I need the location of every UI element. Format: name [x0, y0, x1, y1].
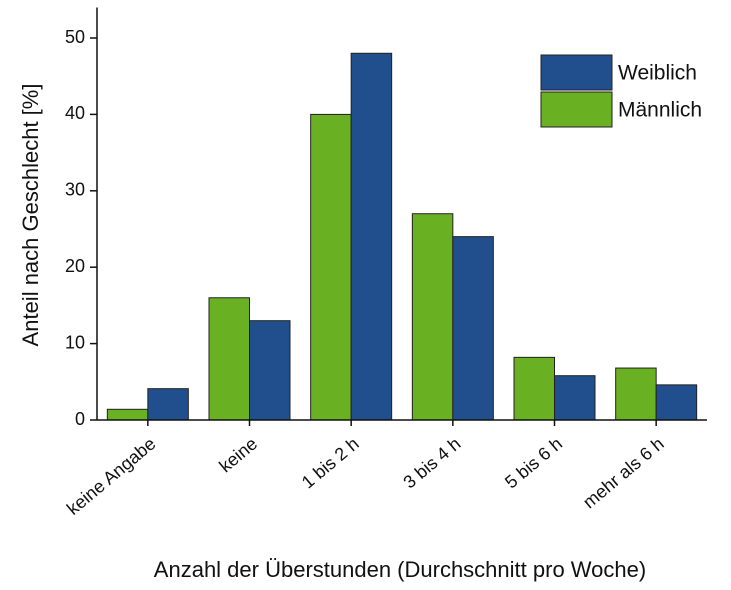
y-tick-label: 30 [65, 180, 85, 200]
bar [655, 384, 698, 421]
bar [350, 52, 393, 421]
bar [106, 408, 149, 421]
y-tick-label: 10 [65, 332, 85, 352]
x-tick-label: mehr als 6 h [579, 433, 668, 512]
bar [411, 213, 454, 421]
bar [513, 356, 555, 421]
y-tick-label: 50 [65, 27, 85, 47]
x-tick-label: 5 bis 6 h [501, 433, 566, 492]
y-tick-label: 40 [65, 103, 85, 123]
x-tick-label: 1 bis 2 h [298, 433, 363, 492]
x-axis-title: Anzahl der Überstunden (Durchschnitt pro… [154, 557, 646, 582]
x-tick-label: keine Angabe [63, 433, 159, 518]
legend-label: Männlich [618, 99, 702, 122]
y-tick-label: 20 [65, 256, 85, 276]
x-tick-label: 3 bis 4 h [399, 433, 464, 492]
bar [554, 375, 596, 421]
bar [452, 236, 494, 421]
bar [249, 320, 291, 421]
bar [147, 388, 189, 421]
legend-label: Weiblich [618, 62, 697, 85]
x-tick-label: keine [215, 433, 261, 476]
bar [615, 367, 657, 421]
legend-swatch [540, 54, 613, 91]
y-axis-title: Anteil nach Geschlecht [%] [18, 84, 43, 347]
bar [310, 113, 352, 421]
bar [208, 297, 250, 421]
legend-swatch [540, 91, 613, 128]
y-tick-label: 0 [75, 409, 85, 429]
